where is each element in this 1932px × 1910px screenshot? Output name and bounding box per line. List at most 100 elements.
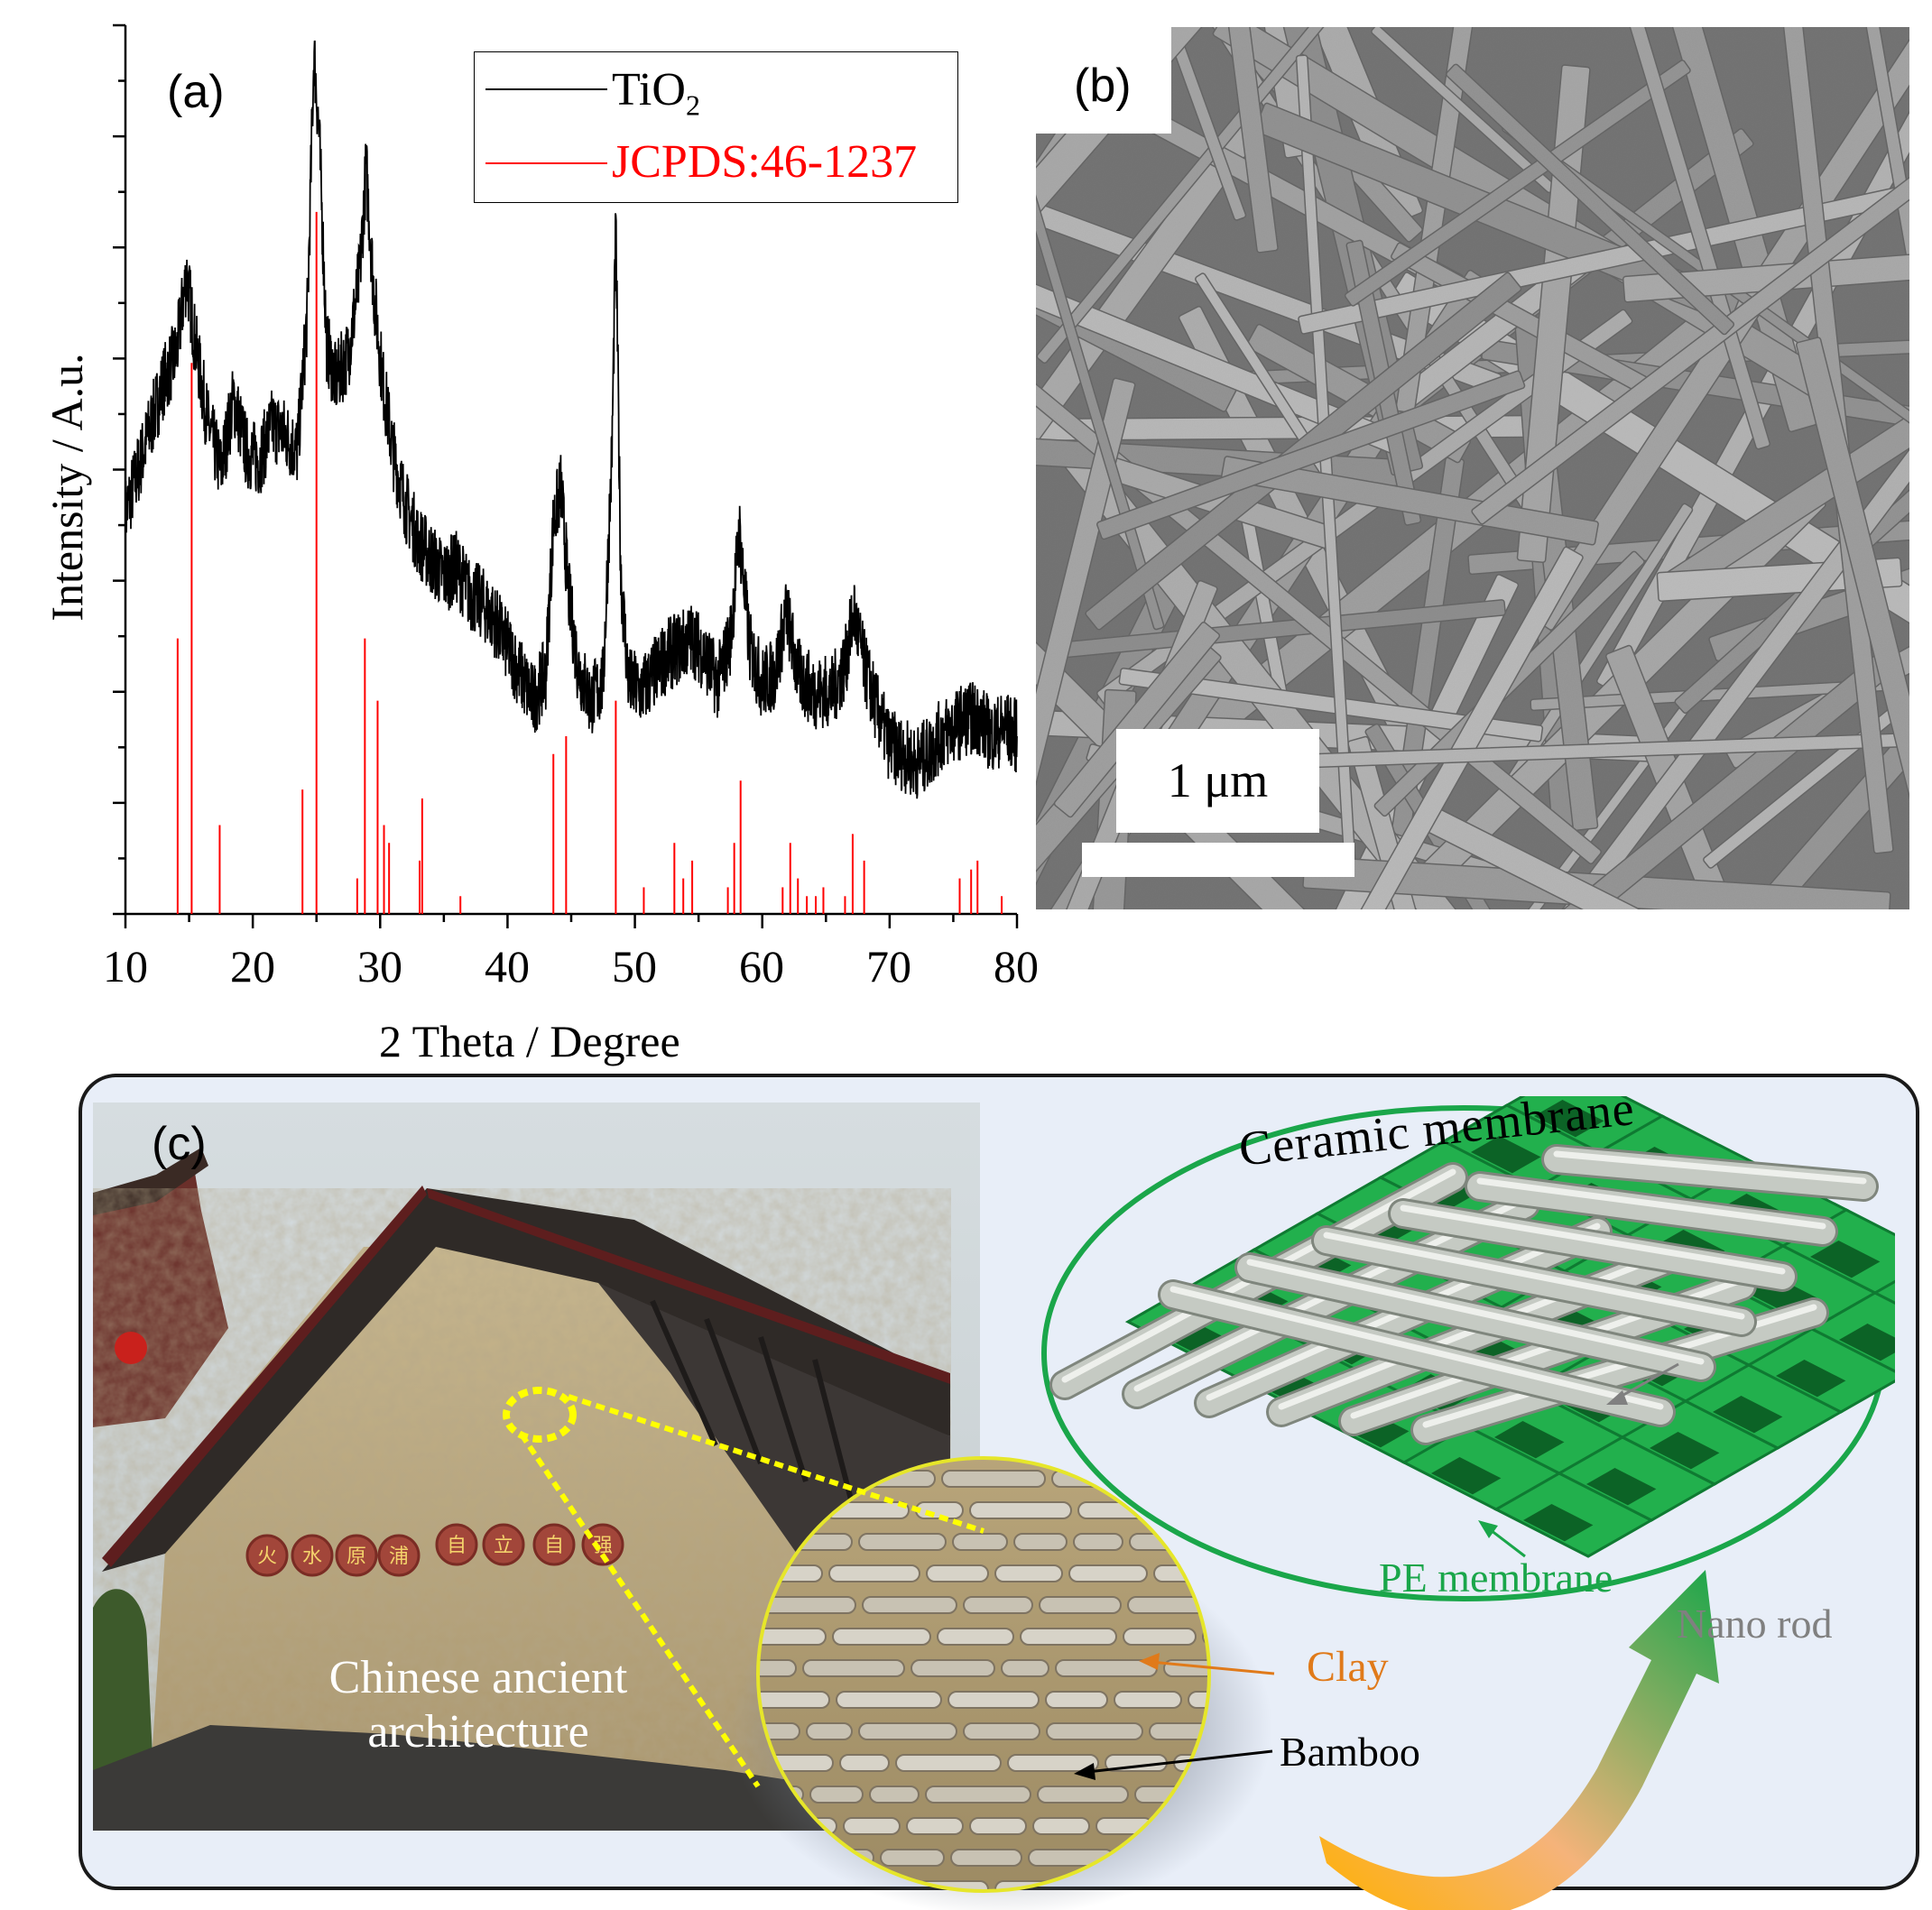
nano-rod (1467, 1174, 1835, 1244)
signboard-char: 强 (593, 1535, 613, 1557)
caption-line-1: Chinese ancient (328, 1652, 628, 1703)
bamboo-strip (915, 1501, 964, 1519)
nano-rod-highlight (1169, 1286, 1664, 1410)
bamboo-strip (1001, 1659, 1049, 1677)
nano-rod-label: Nano rod (1677, 1601, 1833, 1647)
bamboo-strip (941, 1470, 1046, 1488)
pe-pore (1494, 1421, 1565, 1459)
pe-pore (1713, 1396, 1783, 1434)
bamboo-strip (802, 1659, 905, 1677)
signboard-char: 水 (302, 1546, 322, 1568)
bamboo-strip (1039, 1596, 1122, 1614)
bamboo-strip (948, 1691, 1040, 1709)
bamboo-strip (1037, 1785, 1129, 1804)
signboard-disc (482, 1523, 525, 1566)
signboard-char: 立 (494, 1535, 513, 1557)
bamboo-strip (1007, 1754, 1099, 1772)
x-tick-label: 30 (357, 941, 402, 992)
bamboo-strip (969, 1501, 1072, 1519)
bamboo-strip (828, 1564, 920, 1582)
bamboo-strip (950, 1849, 1022, 1867)
scale-bar (1082, 843, 1354, 877)
nano-rods (1049, 1144, 1879, 1445)
pe-membrane-label: PE membrane (1379, 1555, 1613, 1601)
architecture-caption: Chinese ancient architecture (271, 1651, 686, 1759)
signboard-char: 自 (544, 1535, 564, 1557)
callout-line-top (568, 1394, 984, 1534)
nano-rod (1391, 1201, 1795, 1289)
x-tick-label: 80 (994, 941, 1039, 992)
signboard-char: 浦 (389, 1546, 409, 1568)
x-tick-label: 50 (612, 941, 657, 992)
nano-rod (1314, 1228, 1754, 1334)
pe-membrane-arrow (1486, 1526, 1526, 1558)
bamboo-strip (758, 1628, 827, 1646)
nano-rod (1197, 1219, 1610, 1416)
nano-rod (1237, 1255, 1714, 1379)
signboard-char: 自 (447, 1535, 467, 1557)
sem-nanorods (1036, 27, 1909, 909)
bamboo-strip (862, 1596, 957, 1614)
panel-b-label: (b) (1074, 60, 1132, 112)
callout-line-bottom (519, 1433, 761, 1788)
legend-swatch-tio2 (485, 88, 607, 90)
bamboo-strip (880, 1849, 945, 1867)
panel-b-label-box (1036, 27, 1171, 134)
bamboo-strip (1046, 1722, 1143, 1740)
signboard-char: 原 (347, 1546, 366, 1568)
bamboo-strip (1013, 1533, 1068, 1551)
bamboo-arrow (1086, 1749, 1273, 1774)
pe-pore (1431, 1457, 1502, 1495)
nano-rod (1160, 1282, 1673, 1425)
x-axis-label: 2 Theta / Degree (379, 1016, 680, 1066)
bamboo-strip (906, 1817, 964, 1835)
bamboo-strip (911, 1659, 995, 1677)
nano-rod-highlight (1476, 1177, 1826, 1230)
bamboo-strip (937, 1628, 1014, 1646)
nano-rod-highlight (1400, 1204, 1786, 1275)
pe-pore (1839, 1324, 1895, 1361)
panel-a-label: (a) (167, 66, 225, 118)
bamboo-strip (758, 1880, 841, 1891)
clay-arrow (1150, 1660, 1275, 1675)
bamboo-strip (926, 1564, 989, 1582)
pe-pore (1776, 1360, 1846, 1398)
bamboo-strip (895, 1754, 1002, 1772)
chart-legend: TiO2 JCPDS:46-1237 (474, 51, 958, 203)
x-tick-label: 70 (866, 941, 911, 992)
bamboo-strip (925, 1785, 1031, 1804)
bamboo-strip (1197, 1880, 1209, 1891)
bamboo-strip (1055, 1659, 1158, 1677)
signboard-disc (532, 1523, 576, 1566)
nano-rod-arrow (1616, 1362, 1679, 1400)
bamboo-strip (758, 1596, 856, 1614)
bamboo-strip (1114, 1691, 1182, 1709)
x-tick-label: 10 (103, 941, 148, 992)
bamboo-strip (843, 1817, 901, 1835)
bamboo-strip (1123, 1628, 1197, 1646)
signboard-disc (377, 1534, 421, 1577)
bamboo-strip (806, 1722, 853, 1740)
bamboo-strip (1068, 1564, 1148, 1582)
wall-signboards: 火水原浦自立自强 (245, 1523, 624, 1577)
nano-rod-highlight (1323, 1232, 1745, 1320)
legend-swatch-jcpds (485, 162, 607, 164)
jcpds-reference-lines (176, 211, 1003, 914)
bamboo-strip (869, 1785, 920, 1804)
pe-pore (1650, 1432, 1720, 1470)
panel-c-label: (c) (152, 1118, 207, 1170)
x-tick-label: 20 (230, 941, 275, 992)
pe-cell (1872, 1279, 1895, 1305)
pe-pore (1810, 1241, 1881, 1278)
nano-rod (1544, 1147, 1876, 1199)
bamboo-strip (1045, 1691, 1108, 1709)
signboard-disc (245, 1534, 289, 1577)
bamboo-strip (1020, 1628, 1117, 1646)
bamboo-strip (839, 1754, 890, 1772)
bamboo-strip (758, 1659, 797, 1677)
signboard-disc (435, 1523, 478, 1566)
bamboo-strip (832, 1628, 931, 1646)
bamboo-strip (994, 1564, 1063, 1582)
signboard-disc (291, 1534, 334, 1577)
ceramic-membrane-schematic (1041, 1096, 1895, 1601)
